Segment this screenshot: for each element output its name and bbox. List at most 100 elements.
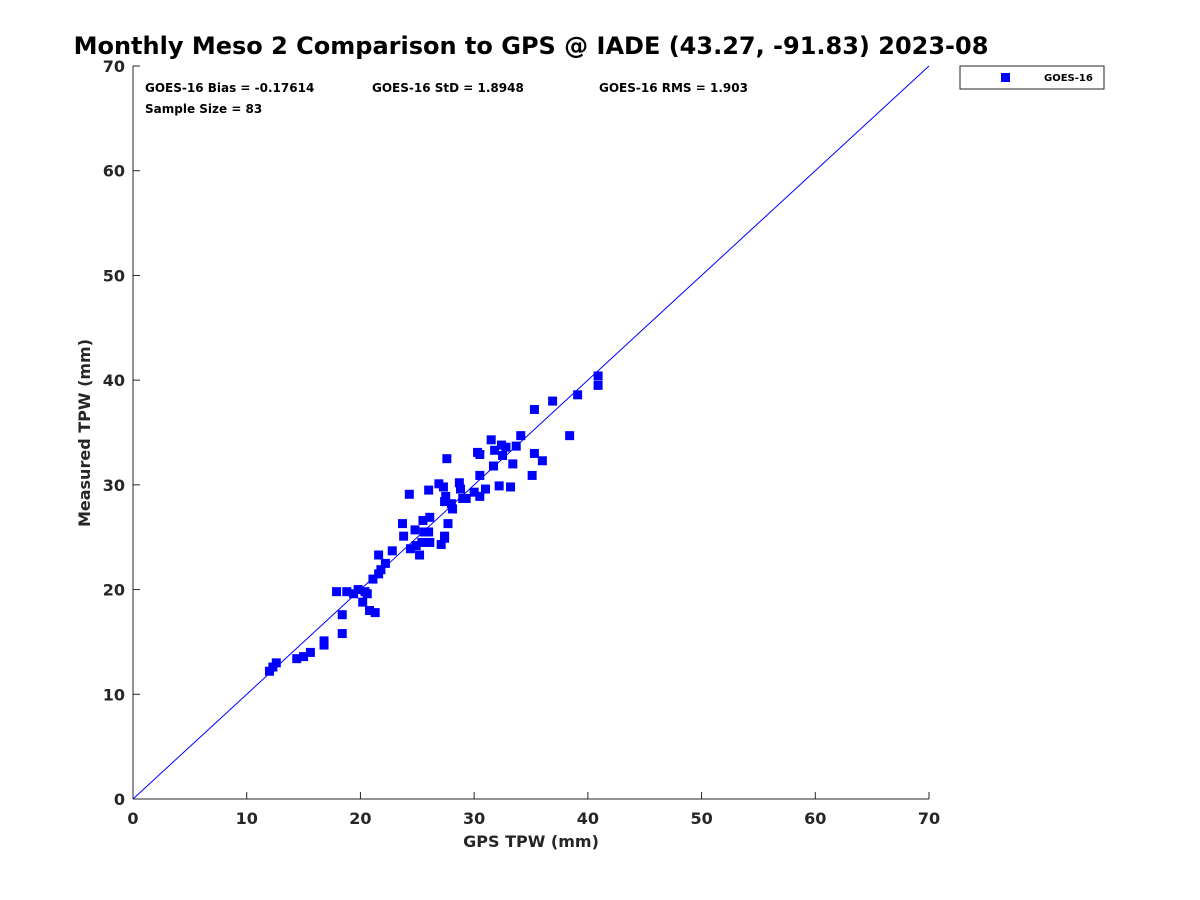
- data-point: [440, 497, 450, 507]
- data-point: [498, 451, 508, 461]
- chart-title: Monthly Meso 2 Comparison to GPS @ IADE …: [74, 32, 989, 60]
- data-point: [475, 491, 485, 501]
- data-point: [271, 658, 281, 668]
- data-point: [475, 449, 485, 459]
- data-point: [415, 550, 425, 560]
- data-point: [442, 454, 452, 464]
- data-point: [337, 629, 347, 639]
- legend-label-goes-16: GOES-16: [1044, 73, 1093, 84]
- one-to-one-reference-line: [132, 65, 930, 800]
- data-point: [419, 527, 429, 537]
- data-point: [488, 461, 498, 471]
- data-point: [425, 512, 435, 522]
- data-point: [475, 470, 485, 480]
- data-point: [496, 440, 506, 450]
- data-point: [374, 550, 384, 560]
- rms-annotation: GOES-16 RMS = 1.903: [599, 81, 748, 95]
- data-point: [376, 565, 386, 575]
- data-point: [410, 525, 420, 535]
- legend: GOES-16: [959, 65, 1105, 90]
- data-point: [438, 482, 448, 492]
- data-point: [481, 484, 491, 494]
- y-tick-label: 60: [103, 162, 125, 181]
- data-point: [398, 519, 408, 529]
- data-point: [490, 445, 500, 455]
- y-axis-label: Measured TPW (mm): [75, 339, 94, 527]
- axis-ticks: 0 10 20 30 40 50 60 70 0 10 20 30 40 50 60 70: [103, 57, 940, 828]
- data-point: [537, 456, 547, 466]
- x-tick-label: 0: [127, 809, 138, 828]
- data-point: [441, 491, 451, 501]
- data-point: [529, 448, 539, 458]
- data-point: [511, 441, 521, 451]
- data-point: [436, 540, 446, 550]
- data-point: [358, 597, 368, 607]
- data-point: [593, 371, 603, 381]
- data-point: [455, 484, 465, 494]
- data-point: [370, 608, 380, 618]
- data-point: [486, 435, 496, 445]
- data-point: [424, 485, 434, 495]
- data-point: [292, 654, 302, 664]
- data-point: [516, 431, 526, 441]
- data-point: [434, 479, 444, 489]
- data-point: [404, 489, 414, 499]
- data-point: [349, 589, 359, 599]
- data-point: [405, 544, 415, 554]
- x-tick-label: 20: [349, 809, 371, 828]
- data-point: [469, 487, 479, 497]
- x-axis-label: GPS TPW (mm): [463, 832, 599, 851]
- data-point: [548, 396, 558, 406]
- data-point: [362, 589, 372, 599]
- x-tick-label: 50: [690, 809, 712, 828]
- data-point: [411, 541, 421, 551]
- data-point: [565, 431, 575, 441]
- data-point: [440, 533, 450, 543]
- y-tick-label: 10: [103, 685, 125, 704]
- data-point: [425, 537, 435, 547]
- data-point: [573, 390, 583, 400]
- std-annotation: GOES-16 StD = 1.8948: [372, 81, 524, 95]
- legend-marker-goes-16: [1001, 73, 1010, 82]
- data-point: [454, 478, 464, 488]
- data-point: [424, 527, 434, 537]
- data-points: [264, 371, 603, 676]
- y-tick-label: 0: [114, 790, 125, 809]
- y-tick-label: 20: [103, 581, 125, 600]
- data-point: [529, 404, 539, 414]
- data-point: [332, 587, 342, 597]
- data-point: [368, 574, 378, 584]
- y-tick-label: 70: [103, 57, 125, 76]
- data-point: [353, 585, 363, 595]
- data-point: [380, 558, 390, 568]
- statistics-annotations: GOES-16 Bias = -0.17614 GOES-16 StD = 1.…: [145, 81, 748, 116]
- y-tick-label: 40: [103, 371, 125, 390]
- x-tick-label: 60: [804, 809, 826, 828]
- data-point: [299, 652, 309, 662]
- y-tick-label: 50: [103, 266, 125, 285]
- x-tick-label: 40: [577, 809, 599, 828]
- plot-area: 0 10 20 30 40 50 60 70 0 10 20 30 40 50 60 70: [103, 57, 940, 828]
- x-tick-label: 10: [236, 809, 258, 828]
- legend-box: [959, 65, 1105, 90]
- data-point: [387, 546, 397, 556]
- y-tick-label: 30: [103, 476, 125, 495]
- data-point: [305, 647, 315, 657]
- x-tick-label: 30: [463, 809, 485, 828]
- data-point: [506, 482, 516, 492]
- data-point: [337, 610, 347, 620]
- data-point: [417, 537, 427, 547]
- data-point: [443, 519, 453, 529]
- bias-annotation: GOES-16 Bias = -0.17614: [145, 81, 314, 95]
- data-point: [527, 470, 537, 480]
- sample-size-annotation: Sample Size = 83: [145, 102, 262, 116]
- data-point: [494, 481, 504, 491]
- data-point: [593, 380, 603, 390]
- data-point: [418, 515, 428, 525]
- data-point: [365, 606, 375, 616]
- data-point: [508, 459, 518, 469]
- data-point: [501, 442, 511, 452]
- data-point: [342, 587, 352, 597]
